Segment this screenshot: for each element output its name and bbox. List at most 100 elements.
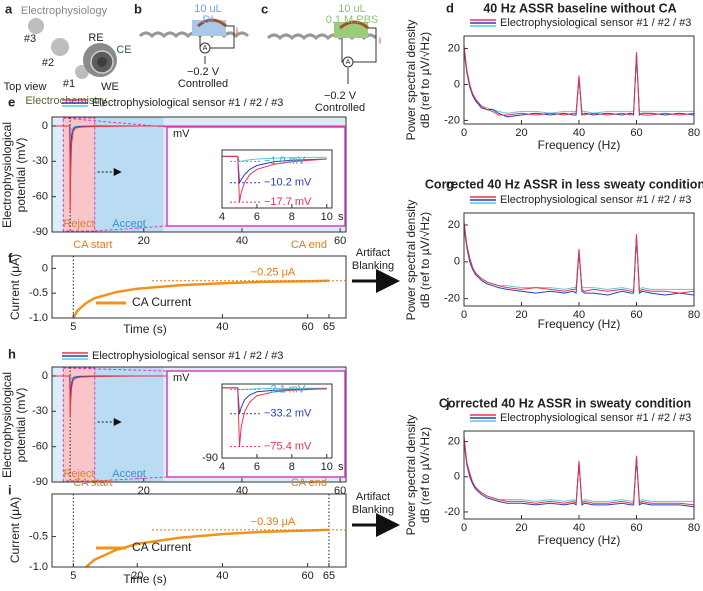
series-line [464,228,694,291]
zoom-box [62,117,96,232]
panel-label: h [8,346,16,361]
label: Electrochemistry [25,95,107,107]
x-tick-label: 10 [321,211,333,223]
x-tick-label: 60 [302,321,314,333]
y-tick-label: 0 [42,370,48,382]
x-tick-label: 80 [688,309,700,321]
y-axis-label: Power spectral density [404,415,418,536]
y-axis-label: potential (mV) [14,138,28,213]
series-line [222,155,327,203]
annotation: CA end [291,477,327,489]
y-tick-label: -60 [32,441,48,453]
plot-frame [51,493,347,568]
arrow-label: Artifact [356,491,390,503]
region-label: Reject [63,218,94,230]
label: i [379,35,381,45]
y-tick-label: 20 [448,42,460,54]
legend-label: Electrophysiological sensor #1 / #2 / #3 [92,350,283,362]
y-tick-label: 0 [454,256,460,268]
electrode-core [97,57,107,67]
panel-label: a [5,1,13,16]
y-tick-label: 0 [454,78,460,90]
inset-box [166,126,346,227]
series-line [52,375,345,418]
x-axis-label: Frequency (Hz) [538,138,621,152]
region [63,117,95,232]
x-tick-label: 10 [321,461,333,473]
chart-title: Corrected 40 Hz ASSR in less sweaty cond… [425,177,703,191]
series-line [464,443,694,503]
series-line [72,279,330,318]
x-tick-label: 6 [254,461,260,473]
label: −0.2 V [324,90,357,102]
y-tick-label: -1.0 [29,561,48,573]
y-axis-label: Current (μA) [8,497,22,563]
series-group [84,528,330,567]
series-group [72,279,330,318]
y-axis-label: Power spectral density [404,200,418,321]
panel-label: i [8,482,12,497]
x-tick-label: 20 [515,522,527,534]
y-axis-label: mV [173,372,190,384]
y-tick-label: -20 [444,114,460,126]
y-tick-label: -1.0 [29,312,48,324]
panel-label: b [134,1,142,16]
chart-title: 40 Hz ASSR baseline without CA [483,1,676,15]
x-axis-label: s [338,461,344,473]
annotation: −10.2 mV [264,177,312,189]
arrow-label: Artifact [356,247,390,259]
x-tick-label: 20 [515,127,527,139]
series-line [222,155,327,162]
panel-a: a Electrophysiology #3 #2 #1 RE CE WE To… [4,1,132,106]
ammeter [342,56,354,68]
y-tick-label: -30 [32,405,48,417]
y-tick-label: -90 [32,476,48,488]
series-line [52,125,345,211]
annotation: −1.9 mV [264,155,306,167]
y-tick-label: -90 [202,452,218,464]
ammeter [199,42,211,54]
legend-label: CA Current [132,295,192,309]
x-tick-label: 40 [216,321,228,333]
series-line [464,44,694,116]
x-tick-label: 80 [688,127,700,139]
electrode [197,18,227,28]
x-tick-label: 80 [688,522,700,534]
y-axis-label: Electrophysiological [0,372,14,478]
chart: 4 6 8 10 −1.9 mV −10.2 mV −17.7 mV mV s [166,126,346,227]
artifact-arrow: Artifact Blanking [352,491,400,537]
y-axis-label: dB (ref to µV/√Hz) [418,32,432,128]
zoom-line [63,367,168,372]
annotation: −0.39 μA [251,516,296,528]
legend-label: Electrophysiological sensor #1 / #2 / #3 [500,194,691,206]
region [63,367,95,482]
x-tick-label: 40 [573,127,585,139]
y-tick-label: -20 [444,506,460,518]
plot-frame [51,116,347,233]
plot-frame [463,212,695,307]
series-line [84,528,330,567]
x-axis-label: Time (s) [123,572,167,586]
label: A [203,45,208,52]
plot-frame [463,430,695,520]
y-tick-label: 20 [448,435,460,447]
y-axis-label: Power spectral density [404,20,418,141]
label: WE [101,81,119,93]
y-axis-label: dB (ref to µV/√Hz) [418,427,432,523]
series-group [52,375,345,418]
plot-frame [51,255,347,319]
panel-b: b A i 10 uL DI −0.2 V Controlled [134,1,250,90]
series-line [464,439,694,508]
legend-label: CA Current [132,540,192,554]
legend-label: Electrophysiological sensor #1 / #2 / #3 [92,97,283,109]
label: i [236,25,238,35]
x-tick-label: 60 [334,485,346,497]
y-tick-label: -30 [32,155,48,167]
annotation: −33.2 mV [264,408,312,420]
series-line [464,221,694,294]
panel-label: d [446,0,454,15]
x-tick-label: 40 [216,570,228,582]
